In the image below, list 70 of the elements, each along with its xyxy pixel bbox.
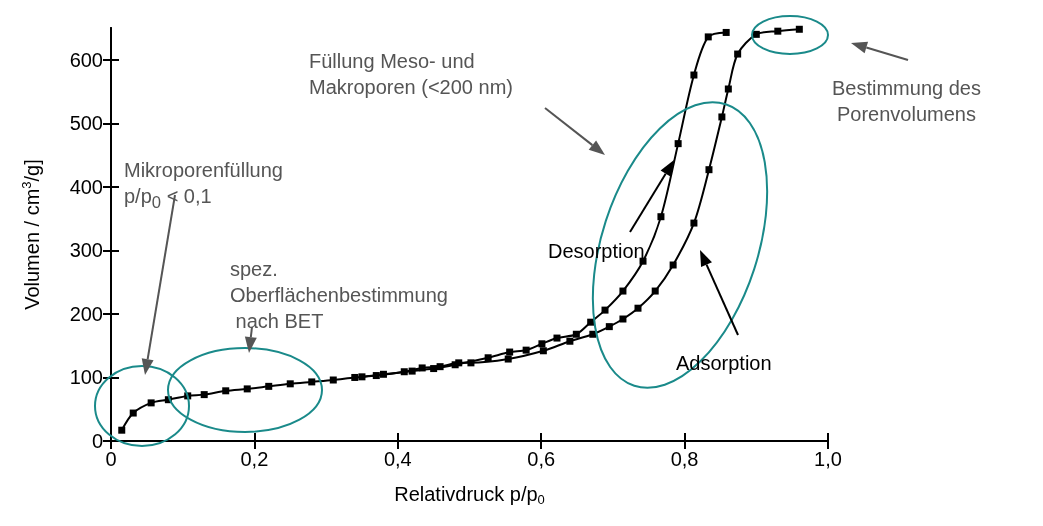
- point: [619, 315, 627, 323]
- point: [408, 367, 416, 375]
- point: [724, 85, 732, 93]
- point: [118, 426, 126, 434]
- y-tick-label: 400: [69, 175, 103, 198]
- point: [795, 25, 803, 33]
- point: [222, 387, 230, 395]
- point: [722, 28, 730, 36]
- x-tick-label: 0,2: [240, 448, 269, 470]
- x-tick-label: 0: [105, 448, 117, 470]
- y-tick-label: 300: [69, 239, 103, 262]
- point: [669, 261, 677, 269]
- point: [400, 368, 408, 376]
- point: [566, 337, 574, 345]
- annotation: Mikroporenfüllung p/p$_{0}$ < 0,1: [124, 158, 283, 214]
- point: [634, 304, 642, 312]
- point: [690, 71, 698, 79]
- point: [286, 380, 294, 388]
- point: [351, 373, 359, 381]
- point: [467, 359, 475, 367]
- x-tick-label: 0,6: [527, 448, 556, 470]
- point: [705, 166, 713, 174]
- x-tick-label: 1,0: [814, 448, 842, 470]
- point: [704, 33, 712, 41]
- y-axis-title: Volumen / cm3/g]: [19, 159, 43, 310]
- point: [418, 364, 426, 372]
- point: [430, 365, 438, 373]
- point: [484, 354, 492, 362]
- point: [674, 140, 682, 148]
- y-tick-label: 200: [69, 302, 103, 325]
- point: [265, 382, 273, 390]
- annotation: spez. Oberflächenbestimmung nach BET: [230, 257, 448, 334]
- point: [752, 30, 760, 38]
- point: [147, 399, 155, 407]
- x-tick-label: 0,8: [670, 448, 699, 470]
- point: [589, 330, 597, 338]
- point: [538, 340, 546, 348]
- point: [504, 355, 512, 363]
- point: [308, 378, 316, 386]
- y-tick-label: 600: [69, 48, 103, 71]
- point: [329, 376, 337, 384]
- point: [506, 348, 514, 356]
- point: [379, 370, 387, 378]
- point: [587, 318, 595, 326]
- point: [718, 113, 726, 121]
- point: [601, 306, 609, 314]
- point: [734, 50, 742, 58]
- point: [243, 385, 251, 393]
- point: [774, 27, 782, 35]
- point: [605, 323, 613, 331]
- point: [619, 287, 627, 295]
- point: [651, 287, 659, 295]
- point: [657, 213, 665, 221]
- y-tick-label: 100: [69, 366, 103, 389]
- point: [539, 347, 547, 355]
- point: [690, 219, 698, 227]
- annotation: Füllung Meso- und Makroporen (<200 nm): [309, 49, 513, 100]
- point: [522, 346, 530, 354]
- point: [129, 409, 137, 417]
- point: [372, 372, 380, 380]
- point: [572, 330, 580, 338]
- y-tick-label: 500: [69, 112, 103, 135]
- y-tick-label: 0: [91, 430, 103, 452]
- point: [436, 363, 444, 371]
- point: [553, 334, 561, 342]
- point: [200, 391, 208, 399]
- text: Bestimmung des Porenvolumens: [832, 76, 981, 127]
- point: [451, 361, 459, 369]
- point: [358, 373, 366, 381]
- x-tick-label: 0,4: [383, 448, 412, 470]
